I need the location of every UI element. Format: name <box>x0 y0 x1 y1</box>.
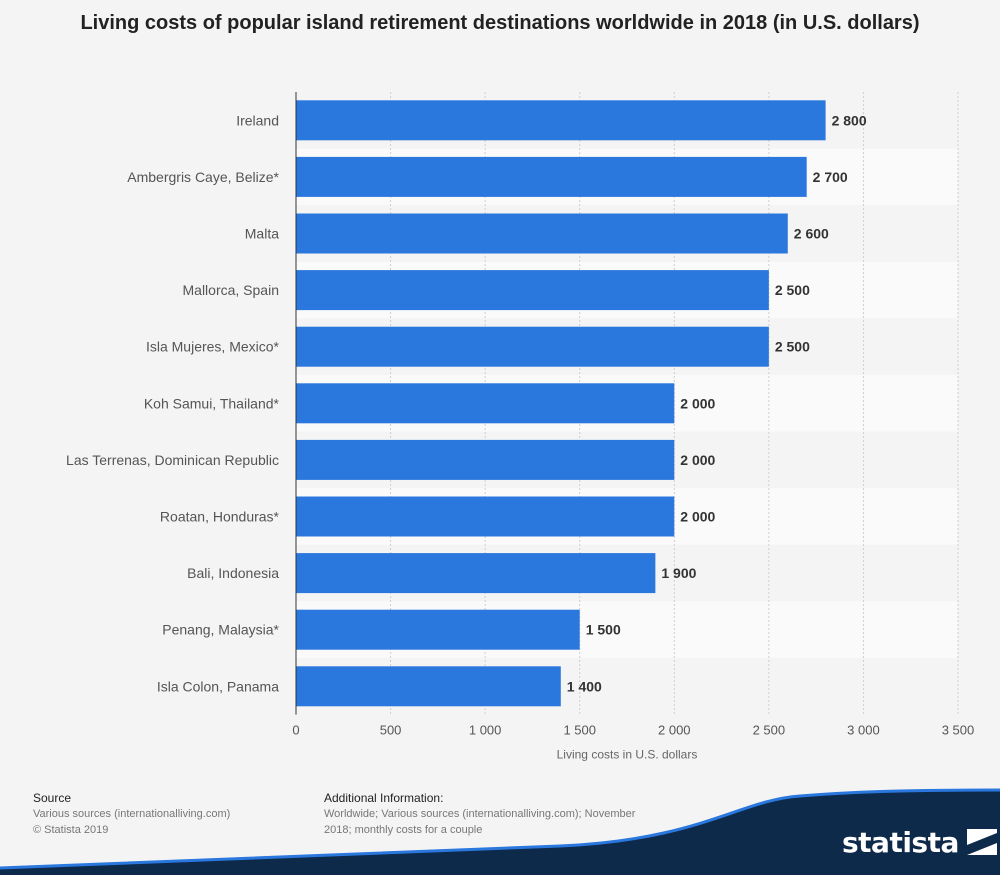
x-tick-label: 1 500 <box>563 723 596 738</box>
bar <box>296 496 675 537</box>
category-label: Isla Mujeres, Mexico* <box>146 339 280 355</box>
category-label: Koh Samui, Thailand* <box>144 395 280 411</box>
copyright-line: © Statista 2019 <box>33 824 109 836</box>
x-tick-label: 3 000 <box>847 723 880 738</box>
data-label: 2 000 <box>680 395 715 411</box>
footer-wave-accent <box>0 788 1000 870</box>
data-label: 2 700 <box>813 169 848 185</box>
bar <box>296 270 769 311</box>
data-label: 2 800 <box>832 112 867 128</box>
category-label: Malta <box>245 226 279 242</box>
data-label: 2 000 <box>680 452 715 468</box>
statista-logo[interactable]: statista <box>842 822 997 862</box>
category-label: Roatan, Honduras* <box>160 509 280 525</box>
bar <box>296 156 807 197</box>
data-label: 2 500 <box>775 282 810 298</box>
category-label: Las Terrenas, Dominican Republic <box>66 452 279 468</box>
bar <box>296 326 769 367</box>
x-axis-title: Living costs in U.S. dollars <box>557 748 698 762</box>
source-block: Source Various sources (internationalliv… <box>33 790 230 838</box>
x-tick-label: 500 <box>380 723 402 738</box>
data-label: 1 400 <box>567 678 602 694</box>
x-tick-label: 2 000 <box>658 723 691 738</box>
brand-name: statista <box>842 825 959 859</box>
category-label: Isla Colon, Panama <box>157 678 279 694</box>
footer-wave-shape <box>0 790 1000 875</box>
additional-info-heading: Additional Information: <box>324 791 444 805</box>
category-label: Mallorca, Spain <box>183 282 280 298</box>
bar <box>296 666 561 707</box>
bar <box>296 609 580 650</box>
category-label: Penang, Malaysia* <box>162 622 279 638</box>
statista-mark-icon <box>966 829 997 855</box>
category-label: Ireland <box>236 112 279 128</box>
data-label: 2 500 <box>775 339 810 355</box>
chart-title: Living costs of popular island retiremen… <box>80 12 920 34</box>
category-label: Ambergris Caye, Belize* <box>127 169 279 185</box>
source-line[interactable]: Various sources (internationalliving.com… <box>33 808 231 820</box>
bar <box>296 383 675 424</box>
data-label: 1 900 <box>661 565 696 581</box>
bar-chart: Ireland 2 800 Ambergris Caye, Belize* 2 700… <box>66 92 975 762</box>
x-tick-label: 1 000 <box>469 723 502 738</box>
source-heading: Source <box>33 791 72 805</box>
additional-info-line: 2018; monthly costs for a couple <box>324 824 483 836</box>
x-tick-label: 3 500 <box>942 723 975 738</box>
bar <box>296 100 826 141</box>
category-label: Bali, Indonesia <box>187 565 279 581</box>
bar <box>296 439 675 480</box>
bar <box>296 213 788 254</box>
data-label: 2 600 <box>794 226 829 242</box>
x-tick-label: 0 <box>292 723 299 738</box>
additional-info-block: Additional Information: Worldwide; Vario… <box>324 790 704 838</box>
bar <box>296 553 656 594</box>
data-label: 2 000 <box>680 509 715 525</box>
x-tick-label: 2 500 <box>753 723 786 738</box>
data-label: 1 500 <box>586 622 621 638</box>
additional-info-line: Worldwide; Various sources (internationa… <box>324 808 636 820</box>
